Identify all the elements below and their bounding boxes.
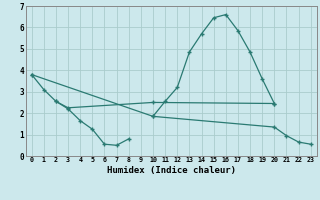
X-axis label: Humidex (Indice chaleur): Humidex (Indice chaleur) [107, 166, 236, 175]
